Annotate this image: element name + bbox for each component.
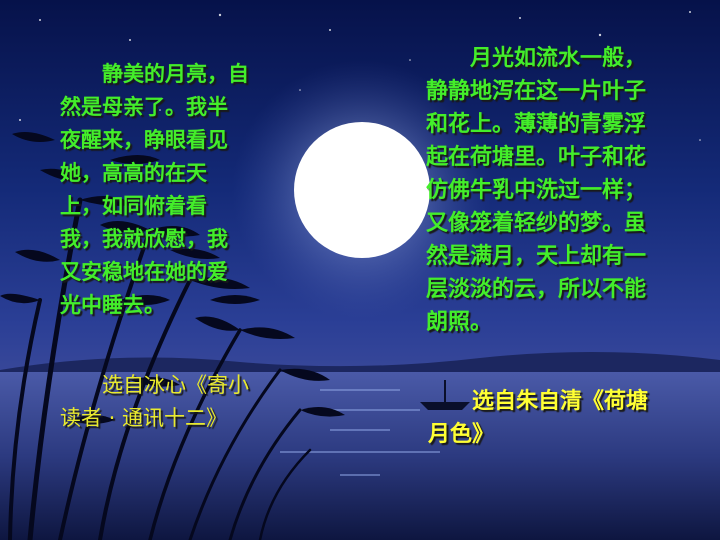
text-line: 她，高高的在天 bbox=[60, 161, 207, 185]
text-line: 起在荷塘里。叶子和花 bbox=[426, 145, 647, 170]
text-line: 层淡淡的云，所以不能 bbox=[426, 277, 647, 302]
right-poem: 月光如流水一般， 静静地泻在这一片叶子 和花上。薄薄的青雾浮 起在荷塘里。叶子和花 仿佛… bbox=[426, 42, 710, 339]
boat bbox=[420, 402, 470, 410]
text-line: 和花上。薄薄的青雾浮 bbox=[426, 112, 647, 137]
left-source-citation: 选自冰心《寄小 读者 · 通讯十二》 bbox=[60, 369, 298, 435]
text-line: 仿佛牛乳中洗过一样； bbox=[426, 178, 647, 203]
text-line: 然是母亲了。我半 bbox=[60, 95, 228, 119]
text-line: 月色》 bbox=[428, 422, 495, 447]
text-line: 月光如流水一般， bbox=[426, 46, 647, 71]
text-line: 然是满月，天上却有一 bbox=[426, 244, 647, 269]
bamboo-leaves bbox=[0, 132, 345, 424]
text-line: 静美的月亮，自 bbox=[60, 62, 249, 86]
text-line: 朗照。 bbox=[426, 310, 493, 335]
bamboo-silhouette bbox=[8, 197, 312, 540]
text-line: 选自冰心《寄小 bbox=[60, 373, 249, 397]
text-line: 又像笼着轻纱的梦。虽 bbox=[426, 211, 647, 236]
text-line: 又安稳地在她的爱 bbox=[60, 260, 228, 284]
text-line: 我，我就欣慰，我 bbox=[60, 227, 228, 251]
text-line: 静静地泻在这一片叶子 bbox=[426, 79, 647, 104]
text-line: 上，如同俯着看 bbox=[60, 194, 207, 218]
text-line: 夜醒来，睁眼看见 bbox=[60, 128, 228, 152]
text-line: 选自朱自清《荷塘 bbox=[428, 389, 649, 414]
moon bbox=[294, 122, 430, 258]
text-line: 读者 · 通讯十二》 bbox=[60, 406, 228, 430]
left-poem: 静美的月亮，自 然是母亲了。我半 夜醒来，睁眼看见 她，高高的在天 上，如同俯着看 我，我… bbox=[60, 58, 292, 322]
right-source-citation: 选自朱自清《荷塘 月色》 bbox=[428, 385, 698, 451]
text-line: 光中睡去。 bbox=[60, 293, 165, 317]
